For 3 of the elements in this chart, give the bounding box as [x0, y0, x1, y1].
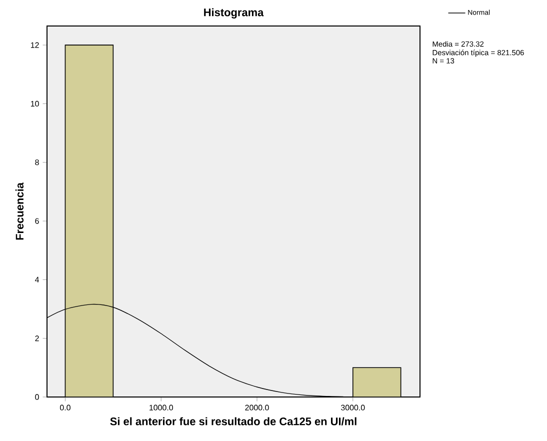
- y-axis-title: Frecuencia: [15, 182, 24, 240]
- chart-title: Histograma: [204, 8, 264, 18]
- x-axis-title: Si el anterior fue si resultado de Ca125 en UI/ml: [110, 417, 356, 426]
